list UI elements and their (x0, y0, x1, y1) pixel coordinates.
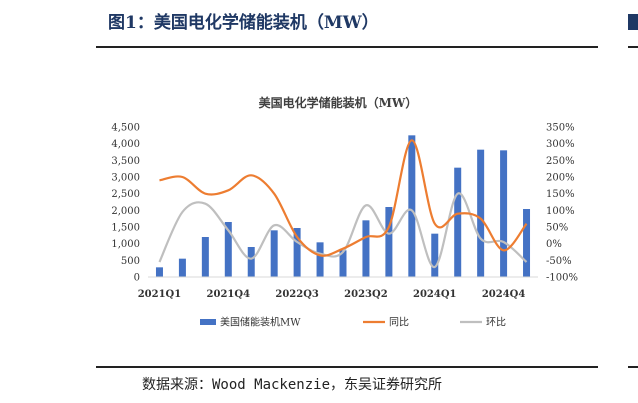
bar (362, 220, 370, 277)
x-tick-label: 2024Q4 (482, 289, 526, 300)
edge-bottom-rule (628, 366, 638, 368)
x-tick-label: 2022Q3 (275, 289, 319, 300)
bar (385, 207, 393, 277)
right-tick-label: 350% (546, 123, 575, 134)
bar (201, 237, 209, 277)
bar (178, 258, 186, 277)
left-axis-ticks: 0 500 1,000 1,500 2,000 2,500 3,000 3,500 4,000 4… (111, 123, 140, 284)
line-series (158, 139, 528, 269)
right-axis-ticks: -100% -50% 0% 50% 100% 150% 200% 250% 300% 350% (546, 123, 578, 284)
bar (454, 167, 462, 277)
legend-swatch-bar (200, 319, 216, 325)
right-tick-label: 150% (546, 189, 575, 200)
top-rule (96, 46, 598, 48)
right-tick-label: 0% (546, 239, 562, 250)
bar (408, 135, 416, 277)
legend-label: 环比 (486, 317, 506, 329)
bar (224, 222, 232, 277)
bar (247, 247, 255, 277)
bar (316, 242, 324, 277)
left-tick-label: 0 (134, 273, 140, 284)
right-tick-label: 100% (546, 206, 575, 217)
left-tick-label: 1,000 (111, 239, 140, 250)
right-tick-label: -100% (546, 273, 578, 284)
chart-title: 美国电化学储能装机（MW） (259, 95, 418, 110)
right-tick-label: 250% (546, 156, 575, 167)
right-tick-label: -50% (546, 256, 572, 267)
bar (155, 267, 163, 277)
bar (293, 228, 301, 277)
left-tick-label: 2,500 (111, 189, 140, 200)
right-tick-label: 300% (546, 139, 575, 150)
source-note: 数据来源：Wood Mackenzie，东吴证券研究所 (142, 377, 443, 393)
figure-title: 图1：美国电化学储能装机（MW） (108, 13, 379, 33)
left-tick-label: 3,000 (111, 173, 140, 184)
x-tick-label: 2023Q2 (344, 289, 388, 300)
left-tick-label: 500 (121, 256, 140, 267)
legend: 美国储能装机MW 同比 环比 (200, 316, 506, 329)
x-tick-label: 2024Q1 (413, 289, 457, 300)
x-tick-label: 2021Q1 (138, 289, 182, 300)
left-tick-label: 4,000 (111, 139, 140, 150)
legend-label: 同比 (389, 317, 409, 329)
bar (339, 250, 347, 277)
bar (431, 233, 439, 277)
legend-label: 美国储能装机MW (220, 316, 301, 329)
yoy-line (159, 139, 528, 257)
x-axis-ticks: 2021Q1 2021Q4 2022Q3 2023Q2 2024Q1 2024Q4 (138, 289, 526, 300)
qoq-line (158, 192, 528, 269)
right-tick-label: 50% (546, 223, 568, 234)
edge-title-mark (628, 14, 638, 30)
bottom-rule (96, 366, 598, 368)
left-tick-label: 1,500 (111, 223, 140, 234)
bar (523, 209, 531, 277)
left-tick-label: 4,500 (111, 123, 140, 134)
bar-series (155, 135, 531, 277)
right-tick-label: 200% (546, 173, 575, 184)
x-tick-label: 2021Q4 (207, 289, 251, 300)
edge-top-rule (628, 46, 638, 48)
left-tick-label: 2,000 (111, 206, 140, 217)
bar (270, 230, 278, 277)
left-tick-label: 3,500 (111, 156, 140, 167)
bar (500, 150, 508, 277)
bar (477, 149, 485, 277)
